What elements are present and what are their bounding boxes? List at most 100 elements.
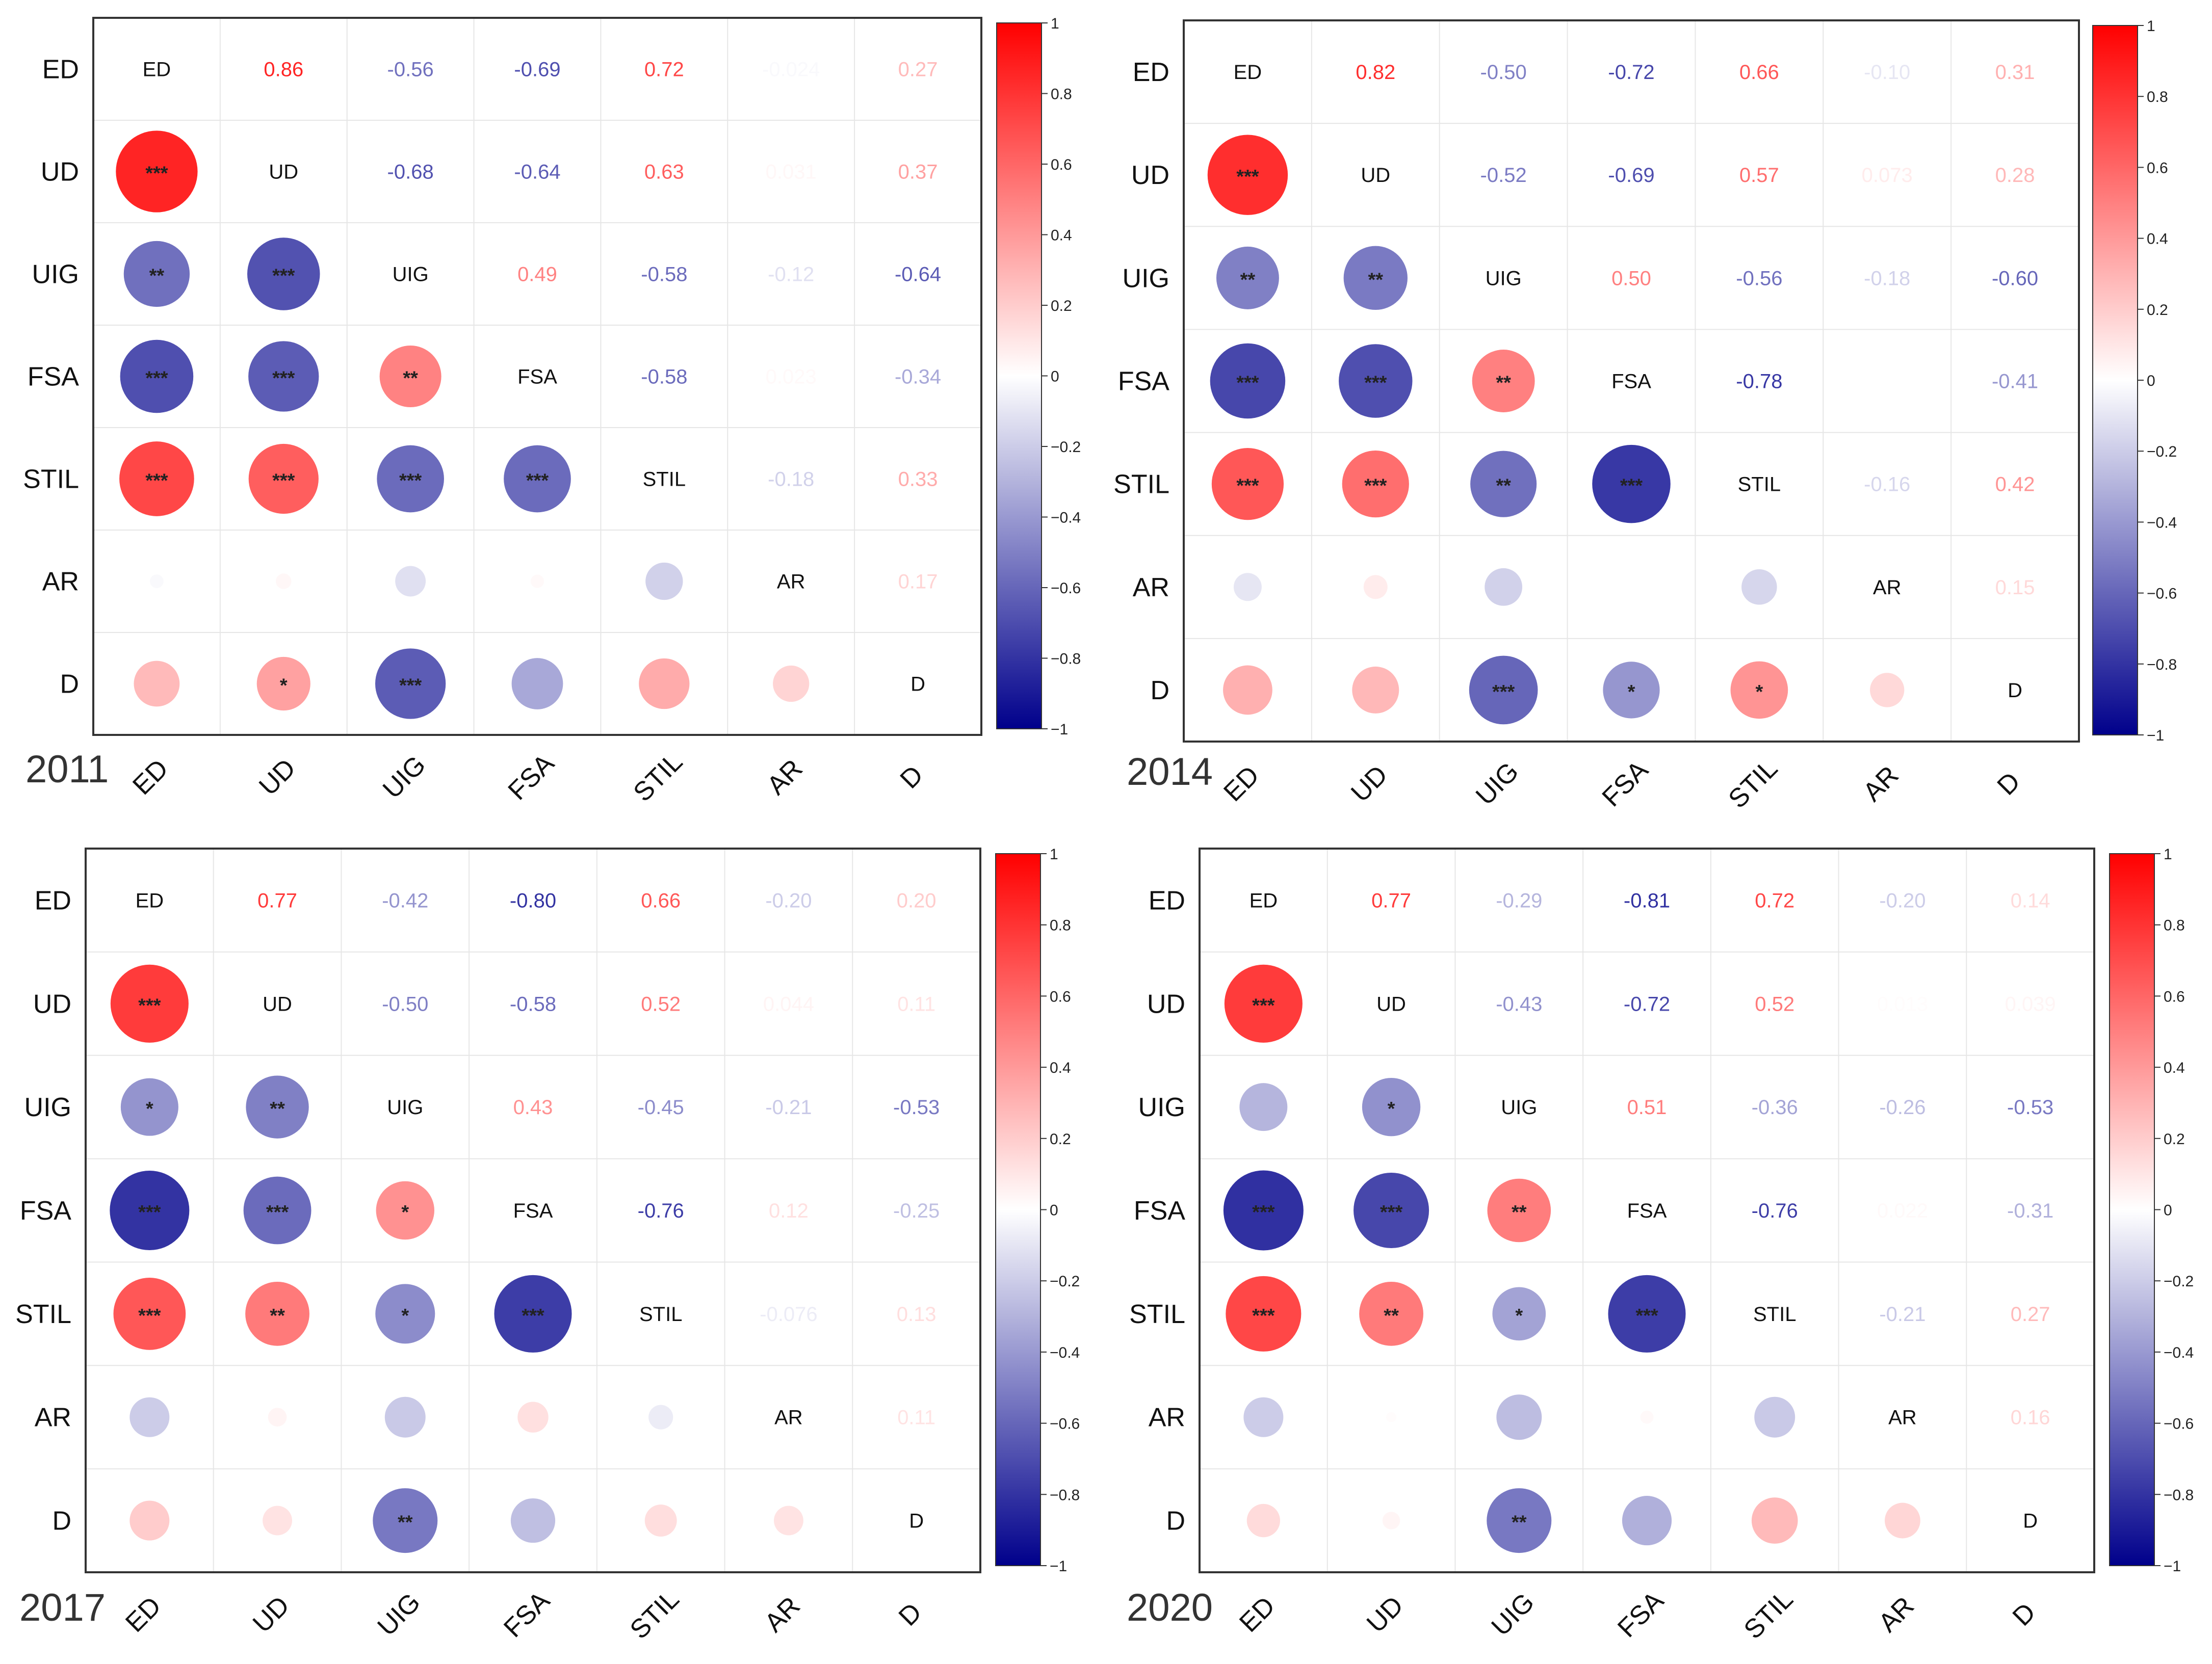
row-label: FSA — [28, 362, 79, 392]
diagonal-label: UD — [269, 161, 298, 183]
significance-mark: ** — [1384, 1305, 1399, 1327]
coef-label: -0.31 — [2007, 1200, 2053, 1222]
corr-circle — [773, 665, 810, 702]
colorbar-tick-label: 0.8 — [2164, 917, 2185, 934]
corr-circle — [110, 964, 189, 1043]
significance-mark: *** — [145, 470, 168, 492]
colorbar-tick-label: −1 — [2164, 1558, 2181, 1575]
coef-label: -0.43 — [1496, 993, 1542, 1015]
significance-mark: *** — [1252, 1202, 1275, 1223]
significance-mark: ** — [1368, 269, 1383, 290]
panel-year-title: 2011 — [25, 748, 109, 791]
coef-label: 0.20 — [897, 889, 936, 912]
colorbar — [996, 22, 1042, 729]
row-label: AR — [35, 1403, 71, 1433]
colorbar-tick-label: 0 — [2164, 1202, 2172, 1219]
column-label: FSA — [1597, 755, 1654, 812]
coef-label: 0.27 — [898, 59, 938, 81]
colorbar-tick-label: −0.8 — [2164, 1487, 2194, 1503]
colorbar-tick-label: −0.6 — [2147, 586, 2177, 602]
coef-label: -0.024 — [762, 59, 820, 81]
coef-label: 0.073 — [1862, 164, 1913, 187]
significance-mark: *** — [272, 266, 295, 287]
coef-label: 0.72 — [1755, 889, 1794, 912]
coef-label: 0.51 — [1627, 1096, 1667, 1119]
diagonal-label: UIG — [1486, 267, 1522, 289]
corr-circle — [645, 562, 683, 600]
coef-label: 0.42 — [1995, 473, 2035, 496]
corr-circle — [1224, 964, 1303, 1043]
corr-circle — [1608, 1275, 1686, 1353]
panel-frame — [92, 17, 982, 736]
corr-circle — [1226, 1276, 1302, 1352]
coef-label: -0.56 — [387, 59, 434, 81]
row-label: UIG — [24, 1093, 71, 1122]
colorbar — [2109, 853, 2155, 1566]
corr-circle — [1354, 1172, 1429, 1249]
coef-label: -0.64 — [895, 263, 941, 286]
colorbar-tick-label: 0.8 — [1051, 86, 1072, 103]
colorbar-tick-label: 0.6 — [1051, 156, 1072, 173]
corr-circle — [375, 648, 446, 719]
coef-label: 0.77 — [1371, 889, 1411, 912]
corr-circle — [120, 339, 194, 413]
corr-circle — [1207, 135, 1288, 215]
coef-label: 0.72 — [644, 59, 684, 81]
corr-circle — [1342, 451, 1409, 518]
coef-label: -0.76 — [638, 1200, 684, 1222]
colorbar-tick-label: 0.6 — [1050, 988, 1071, 1005]
corr-circle — [517, 1402, 549, 1433]
diagonal-label: D — [910, 673, 925, 696]
row-label: STIL — [23, 465, 79, 494]
corr-circle — [1741, 569, 1777, 605]
colorbar-tick-label: −0.8 — [2147, 656, 2177, 673]
significance-mark: ** — [403, 368, 418, 389]
colorbar-tick-label: 1 — [1050, 846, 1058, 863]
coef-label: 0.031 — [766, 161, 817, 183]
corr-circle — [248, 341, 319, 412]
panel-year-title: 2020 — [1127, 1586, 1213, 1629]
corr-circle — [375, 1284, 435, 1344]
diagonal-label: STIL — [643, 468, 686, 491]
coef-label: 0.11 — [897, 1407, 935, 1429]
corr-circle — [245, 1281, 309, 1346]
coef-label: 0.11 — [897, 993, 935, 1015]
corr-circle — [1622, 1496, 1672, 1546]
significance-mark: *** — [145, 163, 168, 184]
coef-label: -0.10 — [1864, 61, 1910, 84]
corr-circle — [134, 661, 180, 707]
coef-label: 0.27 — [2011, 1303, 2050, 1326]
significance-mark: *** — [138, 1305, 161, 1327]
corr-circle — [1496, 1394, 1542, 1440]
diagonal-label: ED — [143, 59, 171, 81]
significance-mark: *** — [272, 470, 295, 492]
corr-circle — [150, 574, 164, 588]
colorbar-tick-label: 0.2 — [1051, 298, 1072, 314]
coef-label: 0.013 — [1877, 993, 1928, 1015]
significance-mark: * — [401, 1202, 409, 1223]
corr-circle — [1233, 573, 1262, 601]
coef-label: -0.58 — [510, 993, 556, 1015]
diagonal-label: STIL — [639, 1303, 682, 1326]
significance-mark: *** — [1252, 995, 1275, 1016]
diagonal-label: UD — [263, 993, 292, 1015]
row-label: AR — [1133, 573, 1169, 602]
column-label: D — [893, 1597, 928, 1632]
significance-mark: *** — [145, 368, 168, 389]
row-label: UIG — [1138, 1093, 1185, 1122]
significance-mark: * — [146, 1098, 153, 1120]
coef-label: -0.18 — [1864, 267, 1910, 289]
significance-mark: * — [1755, 681, 1763, 703]
corr-circle — [123, 241, 190, 307]
diagonal-label: AR — [1873, 576, 1902, 599]
significance-mark: *** — [1236, 476, 1259, 497]
coef-label: -0.18 — [768, 468, 814, 491]
significance-mark: *** — [399, 470, 422, 492]
colorbar-tick-label: −0.6 — [2164, 1416, 2194, 1433]
corr-circle — [243, 1176, 311, 1245]
significance-mark: * — [401, 1305, 409, 1327]
significance-mark: ** — [1240, 269, 1256, 290]
corr-circle — [119, 441, 194, 516]
row-label: AR — [1149, 1403, 1185, 1433]
colorbar-tick-label: −0.2 — [2164, 1273, 2194, 1290]
